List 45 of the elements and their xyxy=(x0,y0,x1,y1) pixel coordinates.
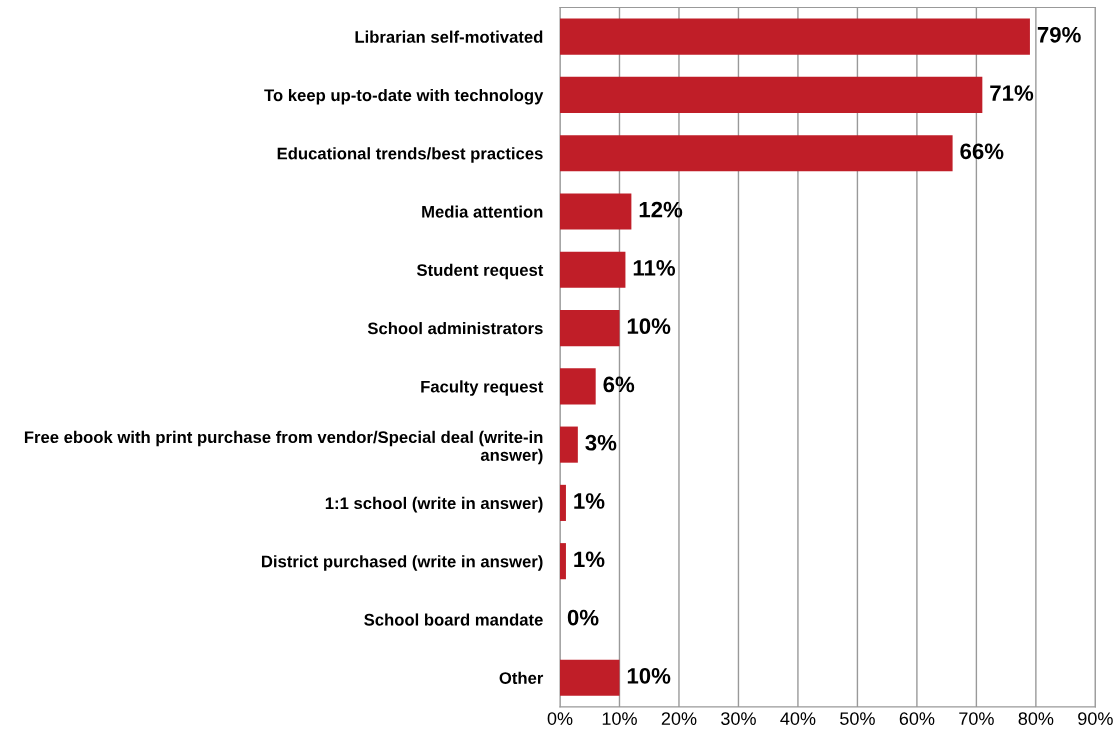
x-tick-label: 40% xyxy=(780,712,816,725)
y-tick-label: Student request xyxy=(416,263,544,280)
bar xyxy=(560,193,632,230)
bar xyxy=(560,484,566,521)
y-tick-label: Other xyxy=(499,671,544,684)
x-tick-label: 30% xyxy=(721,712,756,725)
y-tick-label: 1:1 school (write in answer) xyxy=(325,496,543,513)
x-tick-label: 80% xyxy=(1018,712,1054,725)
bar xyxy=(560,18,1030,55)
data-label: 79% xyxy=(1037,26,1081,43)
bar xyxy=(560,76,983,114)
data-label: 10% xyxy=(627,667,671,684)
y-tick-label: Free ebook with print purchase from vendor/Special deal (write-in answer) xyxy=(24,430,543,465)
data-label: 1% xyxy=(574,551,605,568)
bar xyxy=(560,659,620,696)
data-label: 0% xyxy=(567,609,599,626)
y-tick-label: Media attention xyxy=(422,205,543,218)
y-tick-label: To keep up-to-date with technology xyxy=(264,88,544,105)
y-tick-label: Faculty request xyxy=(421,380,544,396)
y-tick-label: School administrators xyxy=(367,322,543,335)
x-tick-label: 70% xyxy=(959,712,994,725)
data-label: 71% xyxy=(990,85,1034,101)
bar xyxy=(560,251,626,288)
data-label: 66% xyxy=(960,143,1004,160)
x-tick-label: 90% xyxy=(1078,712,1113,725)
data-label: 10% xyxy=(627,318,671,335)
y-tick-label: Educational trends/best practices xyxy=(277,147,543,163)
x-tick-label: 60% xyxy=(899,712,935,725)
bar xyxy=(560,135,953,172)
x-tick-label: 20% xyxy=(661,712,697,725)
bar xyxy=(560,368,596,405)
bar xyxy=(560,309,620,347)
bar xyxy=(560,543,566,580)
x-tick-label: 50% xyxy=(840,712,875,725)
data-label: 11% xyxy=(633,260,676,276)
data-label: 6% xyxy=(603,376,635,393)
bar xyxy=(560,426,578,463)
x-tick-label: 0% xyxy=(547,712,573,725)
x-tick-label: 10% xyxy=(602,712,637,725)
y-tick-label: Librarian self-motivated xyxy=(355,30,543,43)
y-tick-label: School board mandate xyxy=(364,613,543,626)
data-label: 3% xyxy=(585,434,617,451)
data-label: 1% xyxy=(574,493,605,509)
y-tick-label: District purchased (write in answer) xyxy=(261,555,543,571)
data-label: 12% xyxy=(639,201,683,218)
